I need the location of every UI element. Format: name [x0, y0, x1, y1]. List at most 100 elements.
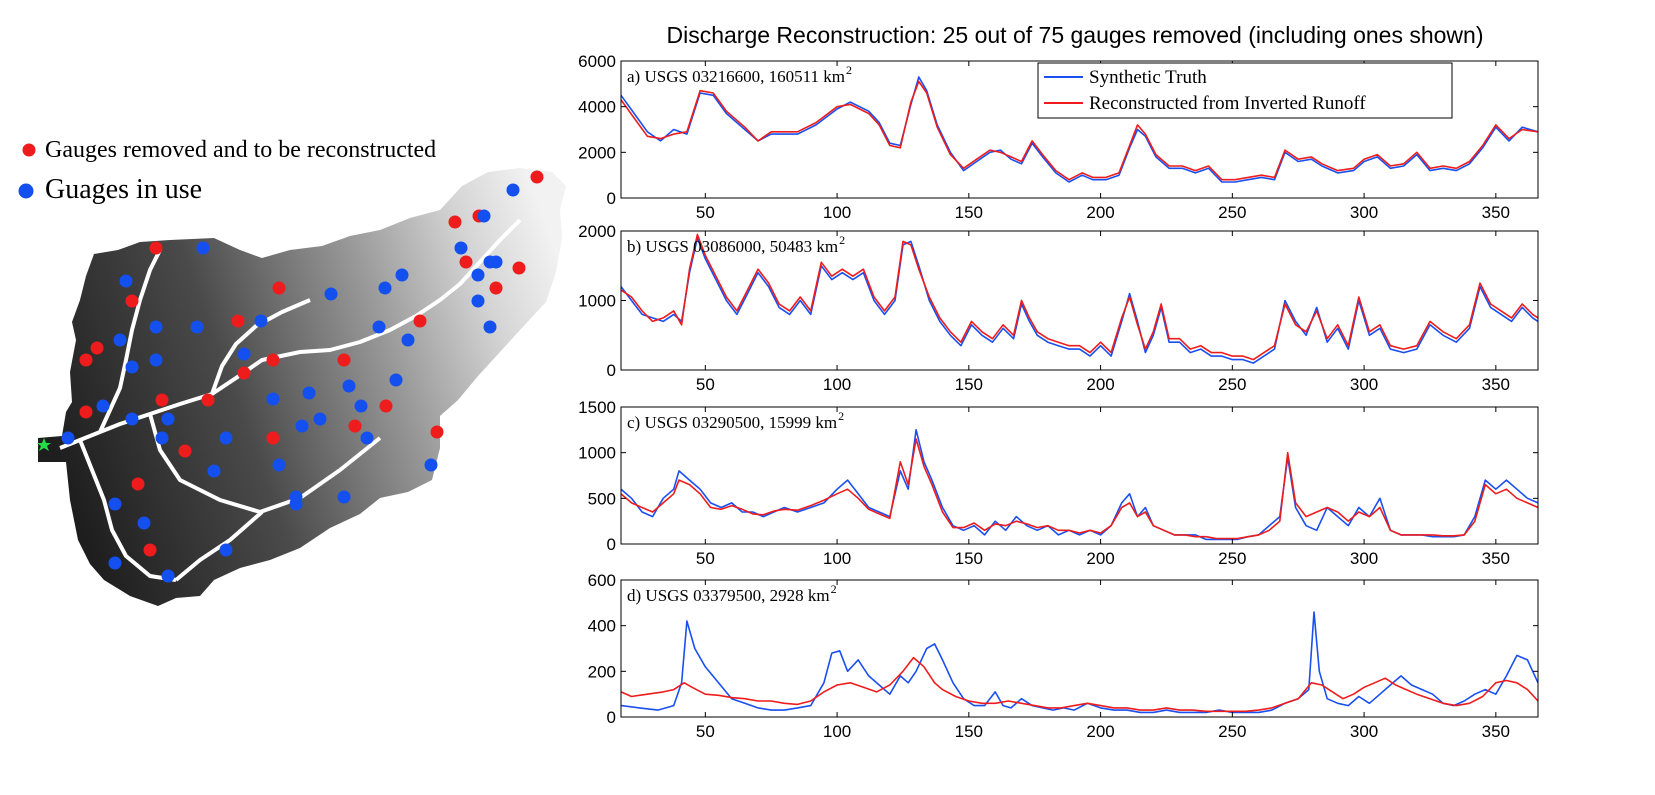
gauge-in-use — [342, 379, 356, 393]
gauge-removed — [231, 314, 245, 328]
series-synthetic-truth — [621, 611, 1538, 714]
series-reconstructed — [621, 80, 1538, 181]
legend-label-reconstructed: Reconstructed from Inverted Runoff — [1089, 93, 1366, 114]
x-tick-label: 200 — [1086, 549, 1114, 568]
y-tick-label: 1500 — [578, 398, 616, 417]
gauge-in-use — [483, 320, 497, 334]
x-tick-label: 50 — [696, 375, 715, 394]
gauge-in-use — [313, 412, 327, 426]
x-tick-label: 50 — [696, 722, 715, 741]
panel-label: c) USGS 03290500, 15999 km — [627, 413, 837, 432]
x-tick-label: 300 — [1350, 203, 1378, 222]
gauge-in-use — [108, 556, 122, 570]
series-synthetic-truth — [621, 76, 1538, 183]
chart-panel-a: 50 100 150 200 250 300 350 0 2000 4000 6000 a) USGS… — [578, 52, 1539, 222]
x-tick-label: 50 — [696, 549, 715, 568]
y-tick-label: 0 — [607, 189, 616, 208]
figure-title: Discharge Reconstruction: 25 out of 75 g… — [667, 22, 1484, 48]
gauge-in-use — [489, 255, 503, 269]
removed-legend-marker — [22, 143, 36, 157]
gauge-removed — [131, 477, 145, 491]
x-tick-label: 50 — [696, 203, 715, 222]
x-tick-label: 300 — [1350, 722, 1378, 741]
x-tick-label: 300 — [1350, 549, 1378, 568]
gauge-in-use — [219, 431, 233, 445]
gauge-removed — [337, 353, 351, 367]
gauge-in-use — [354, 399, 368, 413]
gauge-in-use — [360, 431, 374, 445]
gauge-removed — [489, 281, 503, 295]
plot-frame — [620, 406, 1539, 545]
chart-legend: Synthetic Truth Reconstructed from Invert… — [1037, 62, 1453, 119]
y-tick-label: 400 — [588, 617, 616, 636]
gauge-removed — [459, 255, 473, 269]
x-tick-label: 300 — [1350, 375, 1378, 394]
gauge-in-use — [190, 320, 204, 334]
x-tick-label: 100 — [823, 549, 851, 568]
x-tick-label: 350 — [1482, 549, 1510, 568]
chart-panel-c: 50 100 150 200 250 300 350 0 500 1000 1500 c) USGS … — [578, 398, 1539, 568]
river-network — [59, 218, 522, 582]
gauge-in-use — [119, 274, 133, 288]
gauge-in-use — [272, 458, 286, 472]
panel-label-sup: 2 — [846, 63, 852, 77]
gauge-removed — [237, 366, 251, 380]
gauge-removed — [448, 215, 462, 229]
gauge-in-use — [372, 320, 386, 334]
y-tick-label: 200 — [588, 662, 616, 681]
gauge-in-use — [137, 516, 151, 530]
y-tick-label: 4000 — [578, 98, 616, 117]
panel-label-sup: 2 — [831, 582, 837, 596]
gauge-removed — [155, 393, 169, 407]
y-tick-label: 2000 — [578, 143, 616, 162]
gauges-removed — [79, 170, 544, 557]
gauge-removed — [512, 261, 526, 275]
gauge-in-use — [149, 320, 163, 334]
plot-frame — [620, 579, 1539, 718]
gauge-in-use — [125, 412, 139, 426]
gauge-removed — [201, 393, 215, 407]
y-tick-label: 500 — [588, 489, 616, 508]
y-tick-label: 2000 — [578, 222, 616, 241]
x-tick-label: 250 — [1218, 549, 1246, 568]
gauge-removed — [125, 294, 139, 308]
gauge-removed — [530, 170, 544, 184]
outlet-star-icon — [37, 438, 51, 451]
gauge-in-use — [149, 353, 163, 367]
series-synthetic-truth — [621, 237, 1538, 364]
gauge-in-use — [237, 347, 251, 361]
gauge-removed — [272, 281, 286, 295]
chart-panel-b: 50 100 150 200 250 300 350 0 1000 2000 b) USGS 030… — [578, 222, 1539, 394]
gauge-in-use — [477, 209, 491, 223]
gauge-removed — [266, 431, 280, 445]
gauge-in-use — [324, 287, 338, 301]
y-tick-label: 1000 — [578, 292, 616, 311]
gauge-in-use — [219, 543, 233, 557]
x-tick-label: 150 — [955, 203, 983, 222]
gauge-in-use — [254, 314, 268, 328]
x-tick-label: 100 — [823, 203, 851, 222]
x-tick-label: 200 — [1086, 203, 1114, 222]
x-tick-label: 350 — [1482, 722, 1510, 741]
gauge-in-use — [96, 399, 110, 413]
in-use-legend-label: Guages in use — [45, 174, 202, 205]
gauge-in-use — [125, 360, 139, 374]
panel-label: a) USGS 03216600, 160511 km — [627, 67, 845, 86]
gauge-removed — [178, 444, 192, 458]
chart-panel-d: 50 100 150 200 250 300 350 0 200 400 600 d) USGS 03… — [588, 571, 1539, 741]
gauge-in-use — [378, 281, 392, 295]
x-tick-label: 350 — [1482, 203, 1510, 222]
series-synthetic-truth — [621, 428, 1538, 541]
panel-label: d) USGS 03379500, 2928 km — [627, 586, 830, 605]
gauge-in-use — [471, 268, 485, 282]
gauge-in-use — [395, 268, 409, 282]
gauge-in-use — [471, 294, 485, 308]
x-tick-label: 200 — [1086, 722, 1114, 741]
gauge-in-use — [289, 497, 303, 511]
panel-label-sup: 2 — [838, 409, 844, 423]
series-reconstructed — [621, 656, 1538, 713]
x-tick-label: 250 — [1218, 375, 1246, 394]
gauge-in-use — [506, 183, 520, 197]
gauge-in-use — [161, 412, 175, 426]
